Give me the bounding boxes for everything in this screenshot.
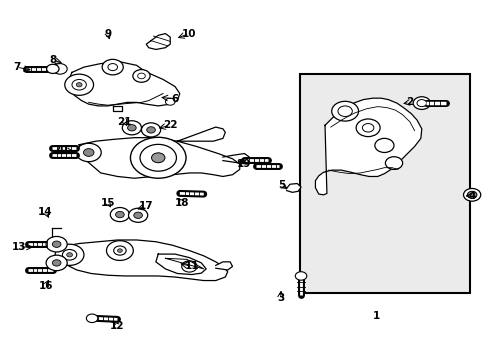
Circle shape <box>416 100 426 107</box>
Circle shape <box>115 211 124 218</box>
Text: 5: 5 <box>278 180 285 190</box>
Text: 15: 15 <box>101 198 115 208</box>
Text: 10: 10 <box>182 28 196 39</box>
Polygon shape <box>177 127 225 141</box>
Polygon shape <box>58 240 227 280</box>
Text: 11: 11 <box>184 261 199 271</box>
Circle shape <box>102 59 123 75</box>
Circle shape <box>127 125 136 131</box>
Circle shape <box>182 261 197 272</box>
Circle shape <box>412 97 429 109</box>
Circle shape <box>295 272 306 280</box>
Circle shape <box>467 191 476 198</box>
Circle shape <box>83 149 94 156</box>
Circle shape <box>76 143 101 162</box>
Polygon shape <box>156 254 206 275</box>
Circle shape <box>65 74 93 95</box>
Circle shape <box>110 207 129 222</box>
Circle shape <box>52 260 61 266</box>
Text: 22: 22 <box>163 120 177 130</box>
Circle shape <box>53 64 67 74</box>
Text: 17: 17 <box>139 202 153 211</box>
Text: 18: 18 <box>175 198 189 208</box>
Text: 20: 20 <box>53 145 67 155</box>
Circle shape <box>362 123 373 132</box>
Circle shape <box>385 157 402 170</box>
Text: 6: 6 <box>171 94 178 104</box>
Circle shape <box>52 241 61 247</box>
Circle shape <box>133 69 150 82</box>
Polygon shape <box>165 258 203 269</box>
Text: 13: 13 <box>12 242 26 252</box>
Text: 7: 7 <box>13 62 20 72</box>
Polygon shape <box>79 138 239 178</box>
Polygon shape <box>215 262 232 270</box>
Polygon shape <box>285 184 301 192</box>
Circle shape <box>151 153 164 163</box>
Circle shape <box>137 73 145 79</box>
Circle shape <box>128 208 147 222</box>
Circle shape <box>46 255 67 271</box>
Polygon shape <box>146 33 170 49</box>
Text: 8: 8 <box>49 55 56 65</box>
Circle shape <box>46 64 59 73</box>
Circle shape <box>331 101 358 121</box>
Circle shape <box>130 137 185 178</box>
Circle shape <box>141 123 160 137</box>
Text: 3: 3 <box>276 293 284 303</box>
Text: 19: 19 <box>236 159 250 169</box>
Text: 9: 9 <box>104 28 111 39</box>
Circle shape <box>46 237 67 252</box>
Circle shape <box>86 314 98 323</box>
Circle shape <box>66 253 72 257</box>
Circle shape <box>72 80 86 90</box>
Circle shape <box>374 138 393 153</box>
Circle shape <box>134 212 142 219</box>
Circle shape <box>337 106 351 117</box>
Text: 16: 16 <box>38 281 53 291</box>
Polygon shape <box>112 106 122 111</box>
Polygon shape <box>67 62 180 106</box>
Text: 12: 12 <box>110 321 124 332</box>
Text: 1: 1 <box>372 311 379 321</box>
Circle shape <box>113 246 126 255</box>
Circle shape <box>106 241 133 260</box>
Text: 14: 14 <box>38 207 53 217</box>
Circle shape <box>463 189 480 201</box>
Circle shape <box>76 83 82 87</box>
Circle shape <box>62 249 77 260</box>
Text: 21: 21 <box>117 117 132 127</box>
Text: 2: 2 <box>406 98 413 107</box>
Polygon shape <box>315 98 421 195</box>
Circle shape <box>355 119 379 136</box>
Circle shape <box>108 64 117 71</box>
Polygon shape <box>223 154 251 164</box>
Circle shape <box>146 127 155 133</box>
Text: 4: 4 <box>468 191 475 201</box>
Circle shape <box>55 244 84 265</box>
Circle shape <box>140 144 176 171</box>
Circle shape <box>117 249 122 252</box>
Bar <box>299 74 469 293</box>
Circle shape <box>122 121 141 135</box>
Circle shape <box>165 98 175 105</box>
